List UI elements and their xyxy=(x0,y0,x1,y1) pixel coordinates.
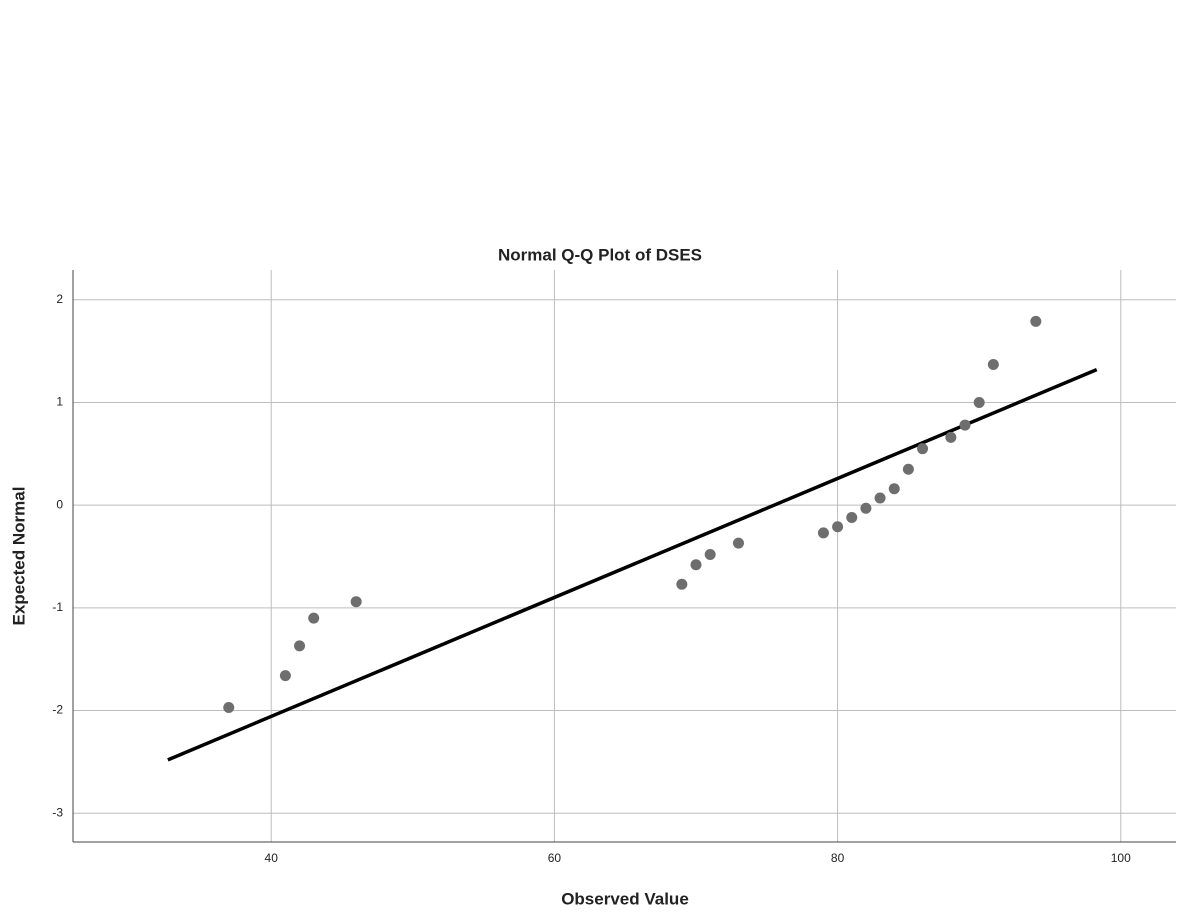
chart: Normal Q-Q Plot of DSES Observed Value E… xyxy=(0,0,1184,915)
x-tick-label: 40 xyxy=(265,851,279,865)
data-point xyxy=(308,613,319,624)
y-tick-label: -1 xyxy=(52,600,63,614)
y-axis-title: Expected Normal xyxy=(9,487,28,626)
reference-line xyxy=(168,370,1097,760)
x-tick-label: 80 xyxy=(831,851,845,865)
data-point xyxy=(691,559,702,570)
data-point xyxy=(875,492,886,503)
data-point xyxy=(974,397,985,408)
data-point xyxy=(280,670,291,681)
data-point xyxy=(945,432,956,443)
data-point xyxy=(351,596,362,607)
page: Normal Q-Q Plot of DSES Observed Value E… xyxy=(0,0,1184,915)
data-point xyxy=(294,640,305,651)
data-point xyxy=(832,521,843,532)
data-point xyxy=(846,512,857,523)
x-tick-label: 100 xyxy=(1111,851,1131,865)
y-tick-label: -3 xyxy=(52,805,63,819)
data-point xyxy=(1030,316,1041,327)
data-point xyxy=(988,359,999,370)
x-axis-title: Observed Value xyxy=(561,889,689,908)
data-point xyxy=(223,702,234,713)
data-point xyxy=(917,443,928,454)
data-point xyxy=(676,579,687,590)
x-tick-label: 60 xyxy=(548,851,562,865)
data-point xyxy=(705,549,716,560)
y-tick-label: -2 xyxy=(52,703,63,717)
chart-title: Normal Q-Q Plot of DSES xyxy=(498,245,702,264)
data-point xyxy=(903,464,914,475)
y-tick-label: 2 xyxy=(56,292,63,306)
y-tick-label: 0 xyxy=(56,497,63,511)
data-point xyxy=(818,527,829,538)
data-point xyxy=(733,538,744,549)
data-point xyxy=(960,420,971,431)
data-point xyxy=(889,483,900,494)
y-tick-label: 1 xyxy=(56,395,63,409)
data-point xyxy=(860,503,871,514)
